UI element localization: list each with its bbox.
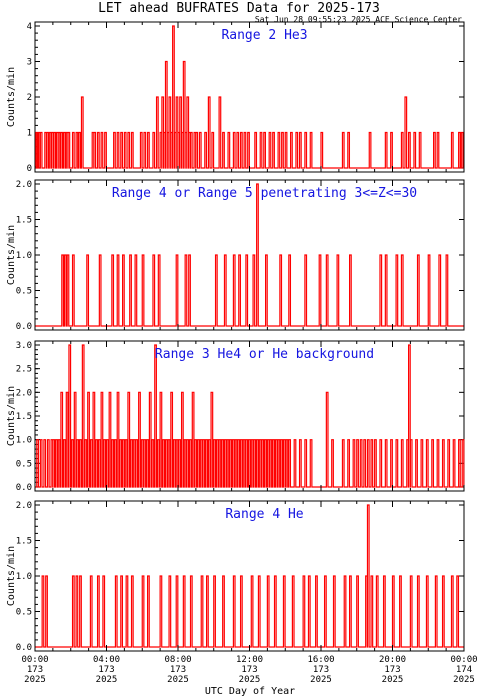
panel-3: 0.0 0.5 1.0 1.5 2.0 2.5 3.0 Counts/min Range 3 H… [6, 340, 465, 493]
series-line-1 [35, 25, 464, 169]
x-tick-label: 2025 [453, 675, 475, 685]
timestamp: Sat Jun 28 09:55:23 2025 ACE Science Cen… [255, 15, 462, 24]
panel-4: 0.0 0.5 1.0 1.5 2.0 Counts/min Range 4 He [6, 500, 465, 653]
y-tick-label: 0.5 [16, 459, 32, 469]
y-axis-label: Counts/min [6, 225, 17, 285]
series-line-4 [35, 504, 464, 648]
y-tick-label: 2.0 [16, 180, 32, 190]
y-tick-label: 1.0 [16, 251, 32, 261]
y-tick-label: 1 [27, 129, 32, 139]
x-axis-label: UTC Day of Year [205, 686, 295, 697]
x-tick-label: 12:00 [236, 655, 263, 665]
x-tick-label: 2025 [310, 675, 332, 685]
y-axis-label: Counts/min [6, 386, 17, 446]
y-tick-label: 1.0 [16, 436, 32, 446]
x-tick-label: 173 [241, 665, 257, 675]
x-tick-label: 16:00 [307, 655, 334, 665]
x-tick-label: 2025 [167, 675, 189, 685]
panel-1: 0 1 2 3 4 Counts/min Range 2 He3 [6, 21, 465, 174]
x-tick-label: 2025 [96, 675, 118, 685]
panel-label: Range 4 He [225, 507, 303, 522]
y-axis-label: Counts/min [6, 546, 17, 606]
y-tick-label: 3.0 [16, 341, 32, 351]
x-tick-label: 08:00 [164, 655, 191, 665]
chart-title: LET ahead BUFRATES Data for 2025-173 [98, 1, 380, 16]
x-tick-label: 173 [384, 665, 400, 675]
x-tick-label: 00:00 [21, 655, 48, 665]
y-tick-label: 2.0 [16, 388, 32, 398]
y-tick-label: 2.5 [16, 365, 32, 375]
x-tick-label: 2025 [382, 675, 404, 685]
y-tick-label: 0 [27, 164, 32, 174]
y-tick-label: 3 [27, 58, 32, 68]
x-tick-label: 173 [27, 665, 43, 675]
x-tick-label: 2025 [239, 675, 261, 685]
y-tick-label: 0.0 [16, 322, 32, 332]
x-tick-label: 173 [98, 665, 114, 675]
y-tick-label: 1.5 [16, 537, 32, 547]
x-tick-label: 2025 [24, 675, 46, 685]
panel-label: Range 3 He4 or He background [155, 347, 374, 362]
x-tick-label: 04:00 [93, 655, 120, 665]
y-tick-label: 0.0 [16, 643, 32, 653]
y-tick-label: 4 [27, 22, 32, 32]
x-tick-label: 00:00 [450, 655, 477, 665]
panel-2: 0.0 0.5 1.0 1.5 2.0 Counts/min Range 4 or Rang… [6, 179, 465, 332]
y-tick-label: 0.5 [16, 608, 32, 618]
y-tick-label: 1.0 [16, 572, 32, 582]
y-tick-label: 1.5 [16, 216, 32, 226]
series-line-3 [35, 344, 465, 488]
y-tick-label: 1.5 [16, 412, 32, 422]
y-tick-label: 0.0 [16, 483, 32, 493]
y-tick-label: 0.5 [16, 287, 32, 297]
series-line-2 [35, 183, 464, 327]
y-axis-label: Counts/min [6, 67, 17, 127]
panel-label: Range 4 or Range 5 penetrating 3<=Z<=30 [112, 186, 417, 201]
panel-label: Range 2 He3 [221, 28, 307, 43]
x-tick-label: 173 [313, 665, 329, 675]
x-tick-label: 20:00 [379, 655, 406, 665]
x-tick-label: 174 [456, 665, 472, 675]
y-tick-label: 2 [27, 93, 32, 103]
x-tick-label: 173 [170, 665, 186, 675]
panel-frame [34, 340, 465, 492]
y-tick-label: 2.0 [16, 501, 32, 511]
